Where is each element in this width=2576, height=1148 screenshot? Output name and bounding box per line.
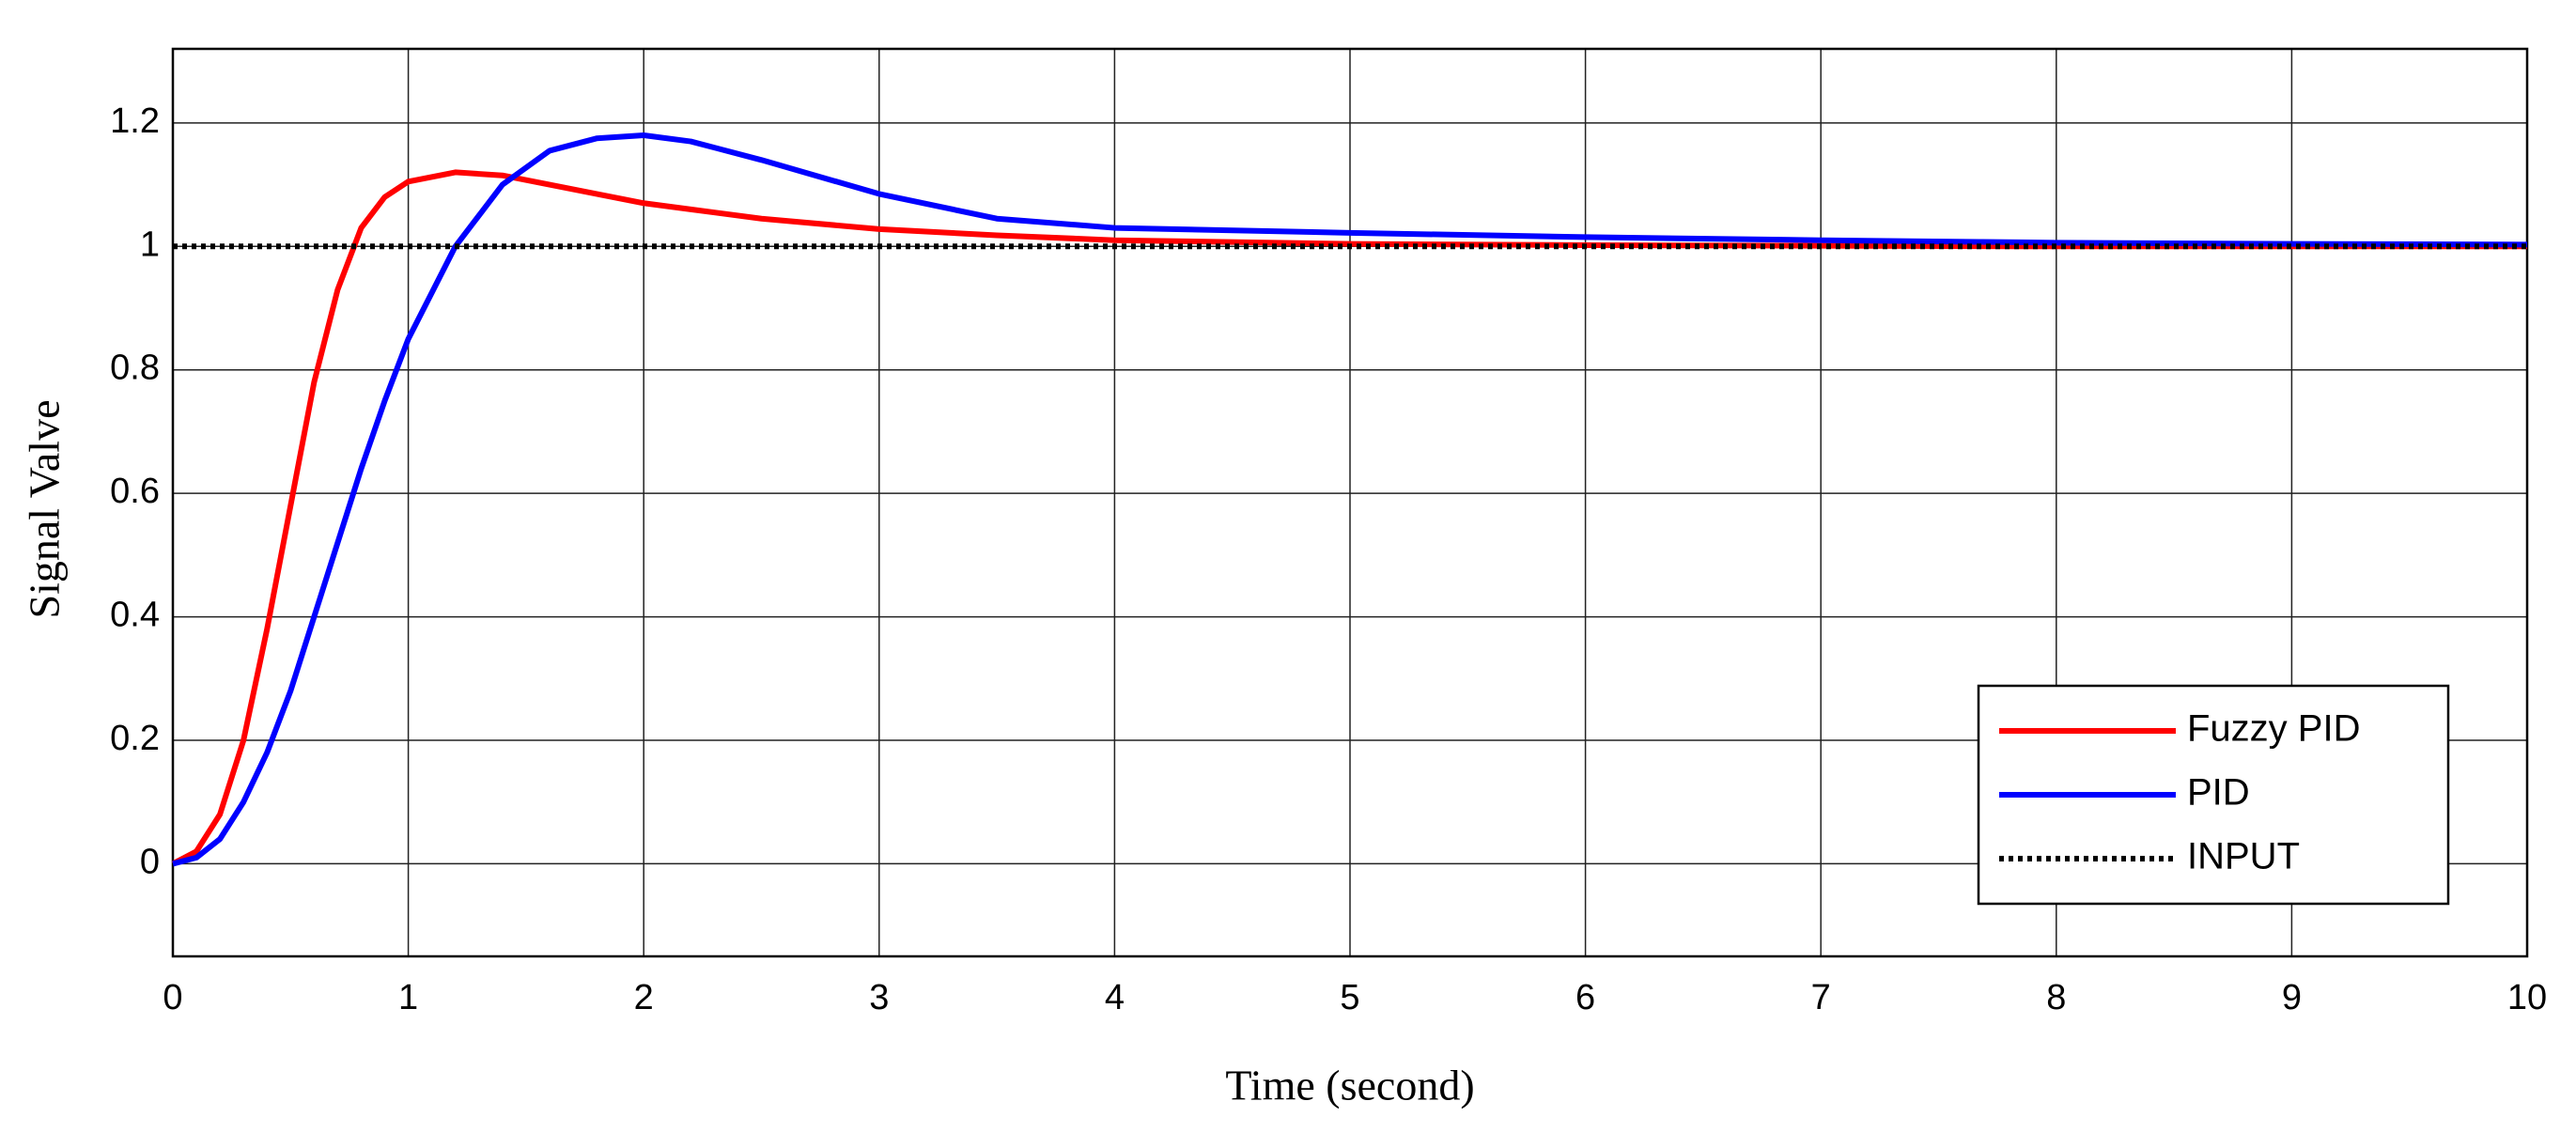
plot-frame <box>171 47 2529 958</box>
y-tick-label: 1 <box>140 225 160 264</box>
x-tick-label: 0 <box>163 978 182 1017</box>
x-tick-label: 3 <box>869 978 889 1017</box>
x-tick-label: 6 <box>1575 978 1595 1017</box>
x-tick-label: 9 <box>2282 978 2302 1017</box>
x-tick-label: 4 <box>1105 978 1125 1017</box>
y-tick-label: 1.2 <box>110 101 160 141</box>
y-tick-label: 0 <box>140 842 160 881</box>
y-tick-label: 0.4 <box>110 596 160 635</box>
legend-label: Fuzzy PID <box>2187 708 2360 750</box>
y-axis-label: Signal Valve <box>21 400 69 619</box>
legend-label: PID <box>2187 772 2250 814</box>
x-tick-label: 10 <box>2507 978 2547 1017</box>
y-tick-label: 0.6 <box>110 472 160 511</box>
legend-label: INPUT <box>2187 836 2300 877</box>
x-tick-label: 1 <box>398 978 418 1017</box>
x-tick-label: 2 <box>634 978 654 1017</box>
x-tick-label: 8 <box>2046 978 2066 1017</box>
y-tick-label: 0.8 <box>110 349 160 388</box>
y-tick-label: 0.2 <box>110 719 160 758</box>
x-tick-label: 7 <box>1811 978 1831 1017</box>
x-axis-label: Time (second) <box>1225 1062 1474 1109</box>
series-line <box>172 132 2528 867</box>
x-tick-label: 5 <box>1340 978 1359 1017</box>
